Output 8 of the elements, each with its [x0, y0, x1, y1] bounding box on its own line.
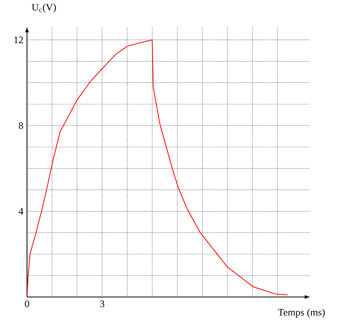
y-axis-title: U$_{c}$(V) [32, 4, 56, 13]
y-tick-label: 8 [18, 122, 24, 129]
y-tick-label: 4 [18, 208, 24, 215]
x-tick-label: 3 [100, 300, 104, 308]
x-tick-label: 0 [24, 300, 30, 308]
line-series [27, 39, 288, 297]
x-axis-title: Temps (ms) [278, 308, 325, 318]
y-tick-label: 12 [14, 36, 23, 44]
